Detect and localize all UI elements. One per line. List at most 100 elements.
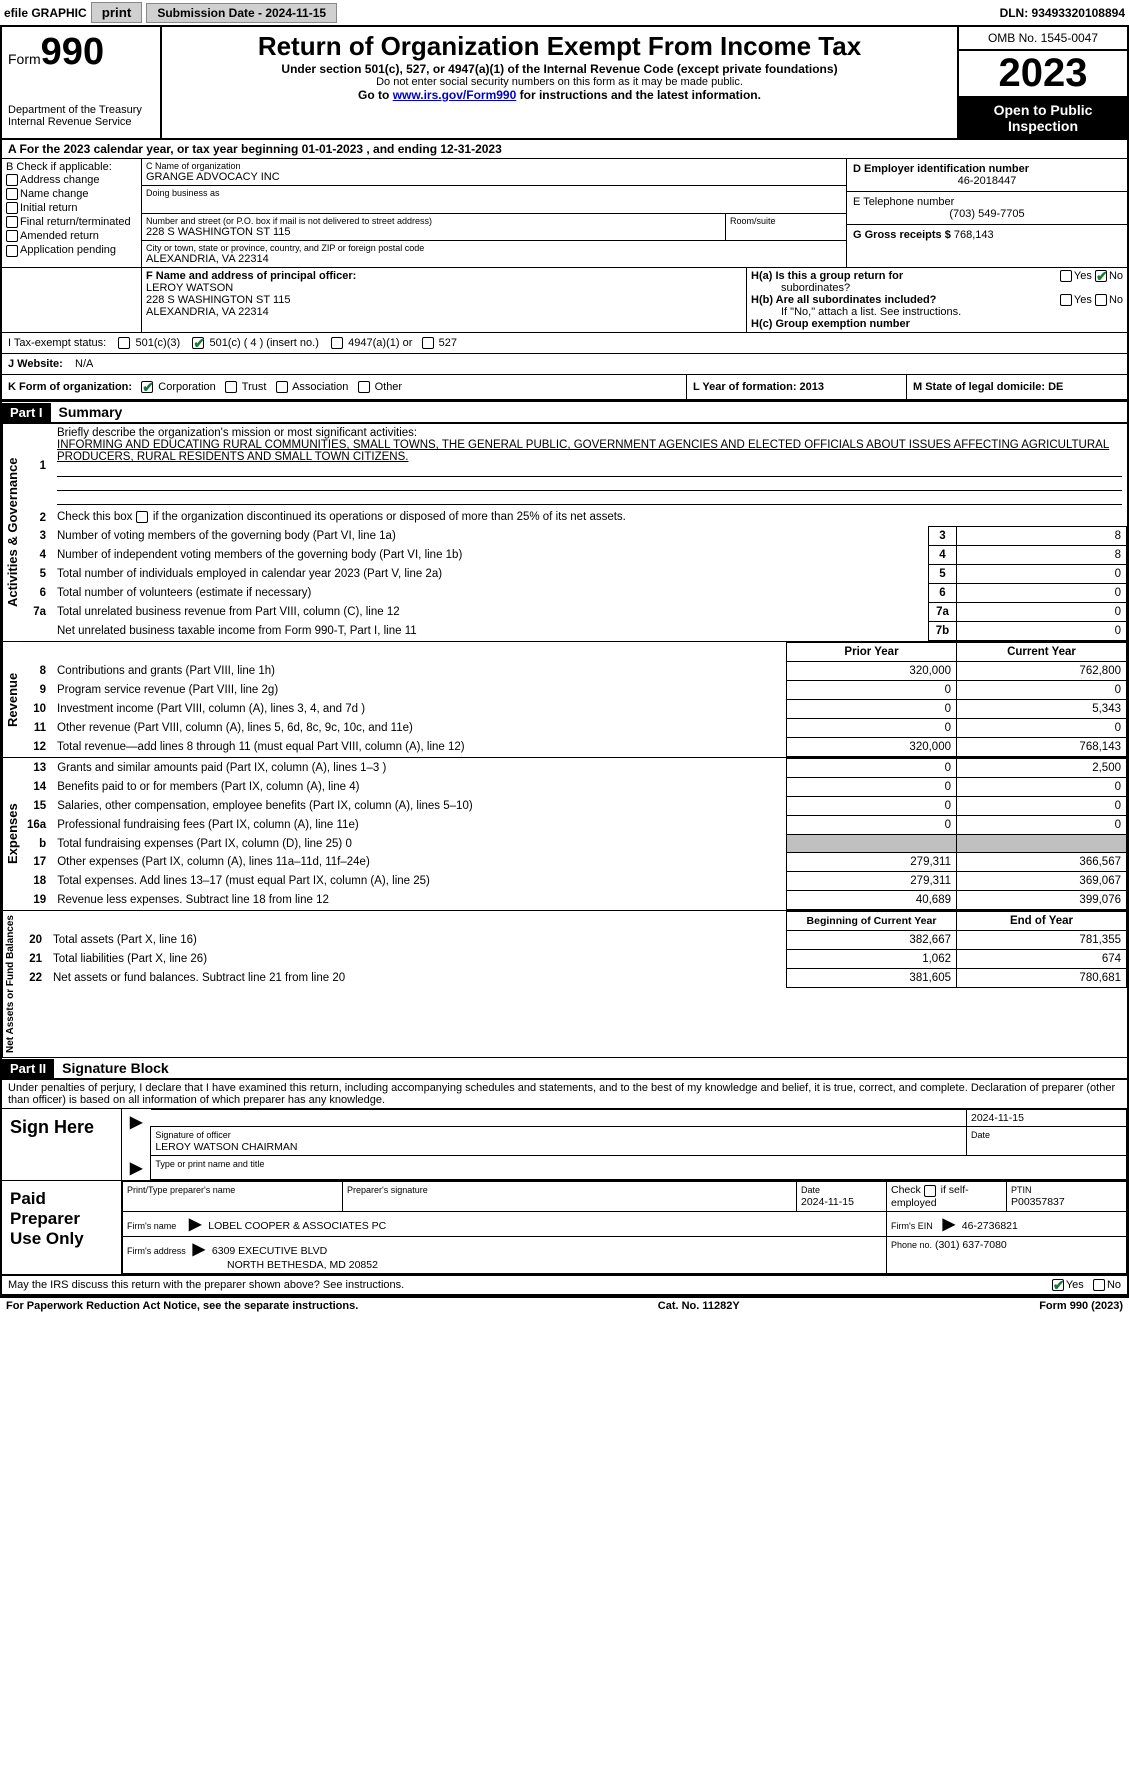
ha-sub: subordinates?	[751, 282, 850, 294]
box-d-label: D Employer identification number	[853, 163, 1121, 175]
form-header: Form990 Department of the Treasury Inter…	[0, 25, 1129, 140]
efile-graphic-label: efile GRAPHIC	[4, 6, 87, 20]
form-subtitle: Under section 501(c), 527, or 4947(a)(1)…	[168, 62, 951, 76]
ha-label: H(a) Is this a group return for	[751, 270, 903, 282]
sign-here-label: Sign Here	[2, 1109, 122, 1180]
ha-no-checkbox[interactable]	[1095, 270, 1107, 282]
line1-label: Briefly describe the organization's miss…	[57, 427, 417, 439]
4947-checkbox[interactable]	[331, 337, 343, 349]
checkbox-name-change[interactable]	[6, 188, 18, 200]
part-ii-badge: Part II	[2, 1059, 54, 1078]
box-f-label: F Name and address of principal officer:	[146, 270, 742, 282]
checkbox-amended[interactable]	[6, 230, 18, 242]
prior-year-header: Prior Year	[787, 643, 957, 662]
firm-addr1: 6309 EXECUTIVE BLVD	[212, 1245, 327, 1257]
officer-name: LEROY WATSON	[146, 282, 742, 294]
dln-label: DLN: 93493320108894	[1000, 6, 1125, 20]
box-e-label: E Telephone number	[853, 196, 1121, 208]
arrow-icon-2: ▶	[126, 1160, 146, 1177]
hb-note: If "No," attach a list. See instructions…	[751, 306, 1123, 318]
checkbox-address-change[interactable]	[6, 174, 18, 186]
goto-note: Go to www.irs.gov/Form990 for instructio…	[168, 88, 951, 102]
line6-val: 0	[957, 584, 1127, 603]
ha-yes-checkbox[interactable]	[1060, 270, 1072, 282]
line-m: M State of legal domicile: DE	[913, 381, 1063, 393]
city-state-zip: ALEXANDRIA, VA 22314	[146, 253, 842, 265]
hb-no-checkbox[interactable]	[1095, 294, 1107, 306]
dba-label: Doing business as	[146, 188, 842, 198]
summary-revenue-table: Prior Year Current Year 8Contributions a…	[22, 642, 1127, 757]
phone-value: (703) 549-7705	[853, 208, 1121, 220]
assoc-checkbox[interactable]	[276, 381, 288, 393]
discuss-yes-checkbox[interactable]	[1052, 1279, 1064, 1291]
line5-val: 0	[957, 565, 1127, 584]
street-address: 228 S WASHINGTON ST 115	[146, 226, 721, 238]
arrow-icon: ▶	[126, 1114, 146, 1131]
501c3-checkbox[interactable]	[118, 337, 130, 349]
irs-link[interactable]: www.irs.gov/Form990	[393, 88, 517, 102]
summary-expenses-table: 13Grants and similar amounts paid (Part …	[22, 758, 1127, 910]
preparer-phone: (301) 637-7080	[935, 1239, 1007, 1251]
line4-val: 8	[957, 546, 1127, 565]
part-i-header: Part I Summary	[0, 401, 1129, 424]
527-checkbox[interactable]	[422, 337, 434, 349]
form-number: 990	[41, 31, 104, 73]
form-title: Return of Organization Exempt From Incom…	[168, 31, 951, 62]
form-prefix: Form	[8, 51, 41, 67]
box-c-label: C Name of organization	[146, 161, 842, 171]
checkbox-application-pending[interactable]	[6, 245, 18, 257]
form-ref: Form 990 (2023)	[1039, 1300, 1123, 1312]
line2-checkbox[interactable]	[136, 511, 148, 523]
line-k-label: K Form of organization:	[8, 381, 132, 393]
website-value: N/A	[75, 358, 93, 370]
page-footer: For Paperwork Reduction Act Notice, see …	[0, 1296, 1129, 1314]
part-i-badge: Part I	[2, 403, 51, 422]
ptin-value: P00357837	[1011, 1196, 1065, 1208]
open-to-public: Open to Public Inspection	[959, 98, 1127, 138]
line-i-label: I Tax-exempt status:	[8, 337, 106, 349]
checkbox-initial-return[interactable]	[6, 202, 18, 214]
discuss-no-checkbox[interactable]	[1093, 1279, 1105, 1291]
self-employed-checkbox[interactable]	[924, 1185, 936, 1197]
corp-checkbox[interactable]	[141, 381, 153, 393]
line7b-val: 0	[957, 622, 1127, 641]
current-year-header: Current Year	[957, 643, 1127, 662]
perjury-declaration: Under penalties of perjury, I declare th…	[0, 1080, 1129, 1108]
ein-value: 46-2018447	[853, 175, 1121, 187]
room-suite-label: Room/suite	[730, 216, 842, 226]
city-label: City or town, state or province, country…	[146, 243, 842, 253]
officer-addr1: 228 S WASHINGTON ST 115	[146, 294, 742, 306]
street-label: Number and street (or P.O. box if mail i…	[146, 216, 721, 226]
firm-name: LOBEL COOPER & ASSOCIATES PC	[208, 1220, 386, 1232]
line6-desc: Total number of volunteers (estimate if …	[52, 584, 929, 603]
line5-desc: Total number of individuals employed in …	[52, 565, 929, 584]
omb-number: OMB No. 1545-0047	[959, 27, 1127, 51]
type-name-label: Type or print name and title	[155, 1159, 264, 1169]
501c-checkbox[interactable]	[192, 337, 204, 349]
vlabel-net-assets: Net Assets or Fund Balances	[2, 911, 18, 1057]
cat-no: Cat. No. 11282Y	[658, 1300, 740, 1312]
sig-officer-label: Signature of officer	[155, 1130, 230, 1140]
part-ii-header: Part II Signature Block	[0, 1057, 1129, 1080]
box-b-title: B Check if applicable:	[6, 161, 137, 173]
tax-year: 2023	[959, 51, 1127, 98]
hb-label: H(b) Are all subordinates included?	[751, 294, 936, 306]
checkbox-final-return[interactable]	[6, 216, 18, 228]
ssn-note: Do not enter social security numbers on …	[168, 76, 951, 88]
other-checkbox[interactable]	[358, 381, 370, 393]
vlabel-expenses: Expenses	[2, 758, 22, 910]
irs-label: Internal Revenue Service	[8, 116, 154, 128]
trust-checkbox[interactable]	[225, 381, 237, 393]
discuss-line: May the IRS discuss this return with the…	[0, 1276, 1129, 1296]
officer-printed-name: LEROY WATSON CHAIRMAN	[155, 1141, 297, 1153]
submission-date: Submission Date - 2024-11-15	[146, 3, 337, 23]
eoy-header: End of Year	[957, 912, 1127, 931]
vlabel-revenue: Revenue	[2, 642, 22, 757]
paid-preparer-label: Paid Preparer Use Only	[2, 1181, 122, 1273]
hb-yes-checkbox[interactable]	[1060, 294, 1072, 306]
gross-receipts: 768,143	[954, 229, 994, 241]
print-button[interactable]: print	[91, 2, 143, 23]
org-name: GRANGE ADVOCACY INC	[146, 171, 842, 183]
firm-ein: 46-2736821	[962, 1220, 1018, 1232]
identification-section: A For the 2023 calendar year, or tax yea…	[0, 140, 1129, 401]
